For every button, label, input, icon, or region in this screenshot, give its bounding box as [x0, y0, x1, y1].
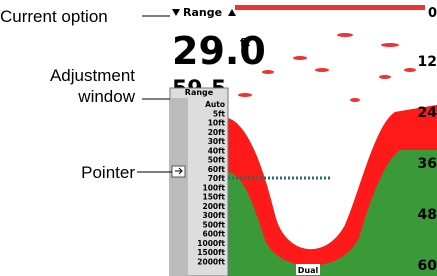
depth: 29.0 [172, 29, 266, 73]
depth-scale-label: 0 [428, 6, 437, 21]
depth-scale-label: 12 [418, 54, 437, 70]
window-item: 300ft [202, 211, 225, 220]
window-item: 50ft [208, 156, 226, 165]
depth-scale-label: 24 [418, 105, 437, 121]
callout-label: Current option [0, 7, 108, 26]
window-title: Range [185, 88, 214, 97]
diagram: Range 29.0 ft 59.5 01224364860 Range Aut… [0, 0, 437, 276]
window-item: 10ft [208, 119, 226, 128]
option-label: Range [183, 6, 222, 19]
callout-label: Pointer [81, 163, 135, 182]
window-item: 60ft [208, 165, 226, 174]
window-item: 20ft [208, 128, 226, 137]
window-item: 40ft [208, 146, 226, 155]
window-item: 150ft [202, 193, 225, 202]
depth-scale-label: 36 [418, 156, 437, 172]
depth-scale-label: 60 [418, 258, 437, 274]
window-item: 30ft [208, 137, 226, 146]
window-item: 1500ft [197, 248, 225, 257]
window-item: 100ft [202, 183, 225, 192]
surface-clutter [235, 5, 425, 10]
window-item: 1000ft [197, 239, 225, 248]
mode: Dual [298, 266, 319, 275]
window-item: 500ft [202, 220, 225, 229]
window-item: 2000ft [197, 257, 225, 266]
depth-scale-label: 48 [418, 207, 437, 223]
depth-unit: ft [240, 36, 250, 49]
window-item: Auto [205, 100, 225, 109]
window-item: 70ft [208, 174, 226, 183]
window-item: 600ft [202, 230, 225, 239]
window-item: 5ft [213, 109, 225, 118]
pointer-column [170, 98, 188, 276]
page: Range 29.0 ft 59.5 01224364860 Range Aut… [0, 0, 437, 276]
window-item: 200ft [202, 202, 225, 211]
